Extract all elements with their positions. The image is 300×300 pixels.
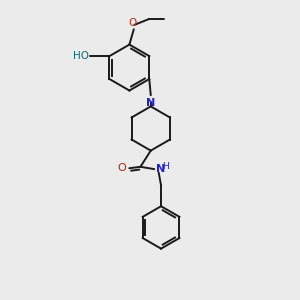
Text: N: N [156,164,166,174]
Text: O: O [128,18,136,28]
Text: HO: HO [73,51,89,61]
Text: N: N [146,98,155,108]
Text: H: H [162,162,169,171]
Text: O: O [118,163,126,173]
